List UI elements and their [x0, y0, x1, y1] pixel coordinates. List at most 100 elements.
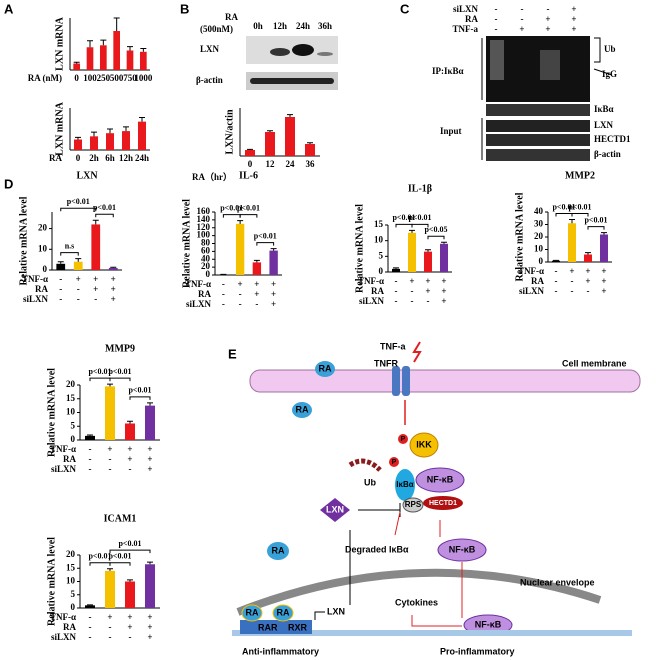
bar [85, 435, 95, 440]
condition-sign: + [147, 632, 152, 642]
condition-name: RA [63, 622, 76, 632]
lane-label: 12h [273, 21, 287, 31]
x-axis-label: RA (nM) [28, 73, 62, 83]
condition-sign: - [495, 14, 498, 24]
label: TNF-a [380, 341, 406, 351]
y-tick-label: 20 [201, 261, 211, 271]
condition-sign: - [555, 276, 558, 286]
bar [138, 121, 146, 150]
condition-sign: - [571, 286, 574, 296]
significance-bracket [427, 235, 445, 240]
condition-sign: - [77, 294, 80, 304]
bar [113, 31, 120, 70]
error-bar [393, 267, 399, 269]
arrow [593, 68, 613, 76]
condition-name: siLXN [186, 299, 212, 309]
condition-sign: + [601, 266, 606, 276]
error-bar [87, 40, 93, 48]
error-bar [110, 266, 117, 268]
panel-label: D [4, 176, 13, 191]
condition-sign: + [271, 299, 276, 309]
annotation: p<0.01 [392, 213, 415, 222]
significance-bracket [571, 213, 589, 217]
y-axis-label: Relative mRNA level [46, 368, 57, 457]
condition-sign: + [107, 444, 112, 454]
condition-sign: - [395, 276, 398, 286]
condition-sign: - [59, 294, 62, 304]
significance-bracket [89, 377, 111, 382]
condition-sign: - [521, 14, 524, 24]
condition-name: siLXN [51, 632, 77, 642]
label: NF-κB [449, 544, 476, 554]
condition-sign: + [601, 286, 606, 296]
x-tick-label: 0 [248, 159, 253, 169]
arrow [411, 615, 462, 627]
condition-sign: + [127, 444, 132, 454]
y-tick-label: 10 [534, 244, 544, 254]
condition-sign: - [89, 454, 92, 464]
y-tick-label: 5 [379, 250, 384, 260]
annotation: p<0.01 [237, 203, 260, 212]
annotation: p<0.01 [220, 203, 243, 212]
bar [86, 47, 94, 70]
x-tick-label: 500 [110, 73, 124, 83]
error-bar [107, 383, 113, 387]
x-tick-label: 36 [306, 159, 316, 169]
condition-sign: - [239, 299, 242, 309]
error-bar [123, 126, 129, 132]
y-tick-label: 0 [43, 264, 48, 274]
condition-sign: + [76, 274, 81, 284]
bar [56, 263, 66, 270]
condition-sign: - [89, 464, 92, 474]
label: RXR [288, 622, 308, 632]
y-tick-label: 60 [201, 245, 211, 255]
bar [73, 63, 80, 70]
condition-name: TNF-α [518, 266, 544, 276]
error-bar [287, 114, 293, 117]
bar [424, 251, 432, 272]
ip-label: IP:IκBα [432, 66, 464, 76]
ikk [409, 432, 439, 458]
condition-sign: + [441, 286, 446, 296]
condition-name: TNF-a [453, 24, 479, 34]
significance-bracket [395, 223, 413, 228]
y-tick-label: 20 [534, 231, 544, 241]
condition-sign: - [395, 296, 398, 306]
condition-sign: + [238, 279, 243, 289]
blot-strip [486, 120, 590, 132]
blot-dose: (500nM) [200, 24, 233, 34]
annotation: p<0.01 [88, 367, 111, 376]
blot-strip [486, 134, 590, 146]
bar [125, 423, 135, 440]
phospho [389, 457, 399, 467]
bar [440, 243, 448, 272]
bar [74, 139, 82, 150]
error-bar [91, 131, 97, 137]
bar [245, 150, 255, 156]
condition-sign: + [111, 294, 116, 304]
significance-bracket [95, 213, 114, 218]
ra-molecule [267, 542, 289, 560]
y-axis-label: Relative mRNA level [18, 196, 29, 285]
condition-sign: - [109, 632, 112, 642]
significance-bracket [109, 549, 151, 554]
significance-bracket [222, 214, 241, 218]
annotation: p<0.01 [118, 539, 141, 548]
bar [235, 223, 245, 275]
y-tick-label: 0 [206, 269, 211, 279]
arrow [314, 611, 325, 620]
condition-sign: + [601, 276, 606, 286]
label: Nuclear envelope [520, 577, 595, 587]
annotation: p<0.01 [108, 367, 131, 376]
error-bar [409, 229, 415, 233]
label: RA [246, 607, 259, 617]
condition-name: RA [63, 454, 76, 464]
ikba [395, 469, 415, 501]
bar [408, 232, 416, 272]
condition-name: TNF-α [22, 274, 48, 284]
label: RAR [258, 622, 278, 632]
label: Anti-inflammatory [242, 646, 319, 656]
chart-title: ICAM1 [104, 513, 137, 524]
y-axis-label: LXN mRNA [54, 16, 65, 70]
label: Cell membrane [562, 358, 627, 368]
